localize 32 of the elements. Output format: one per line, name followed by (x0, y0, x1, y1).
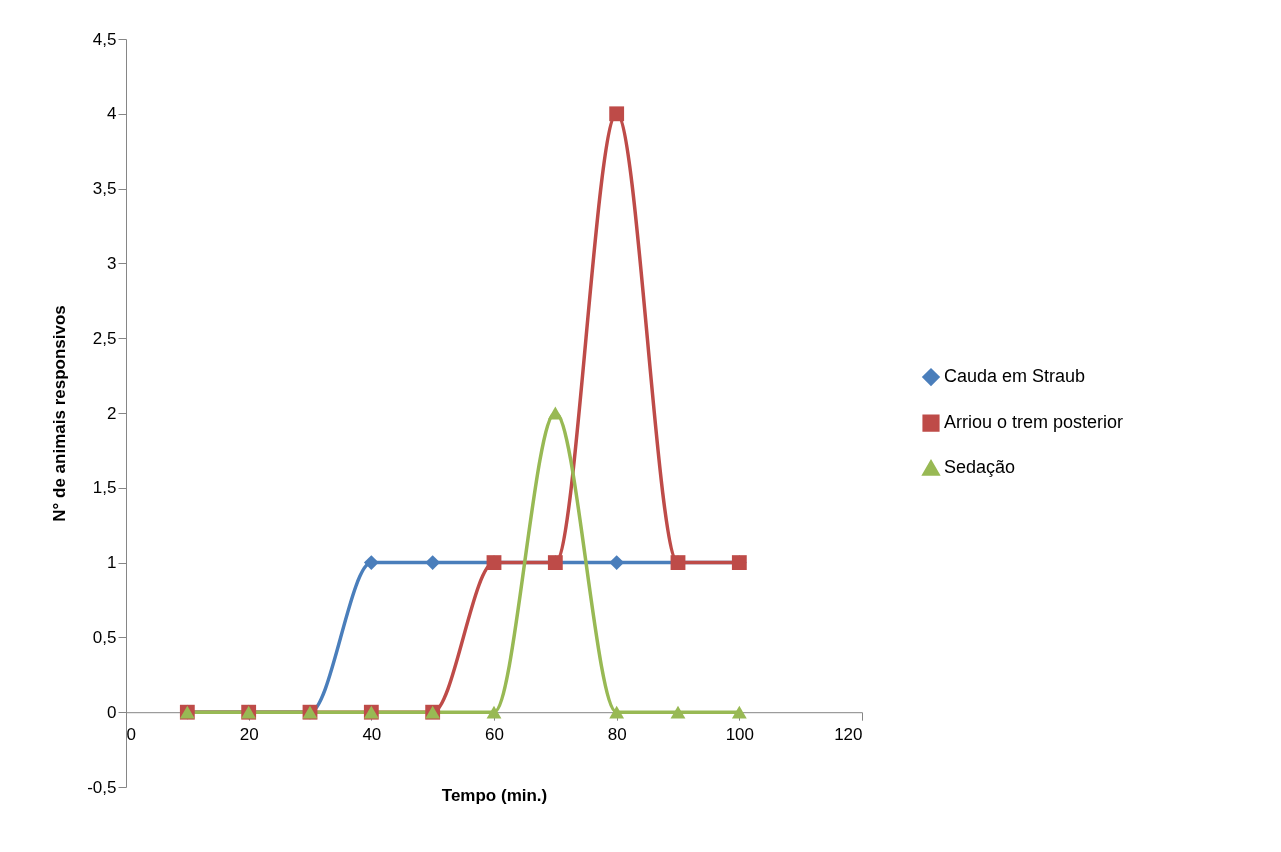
point (609, 555, 625, 571)
x-axis-title: Tempo (min.) (441, 785, 548, 805)
y-tick-label: 0 (107, 702, 117, 722)
y-tick-label: 3,5 (92, 179, 117, 199)
y-tick-label: 2,5 (92, 328, 117, 348)
y-axis-title: N° de animais responsivos (50, 305, 70, 522)
point (609, 106, 625, 122)
point (486, 705, 502, 719)
y-tick-label: 1,5 (92, 478, 117, 498)
x-tick-label: 20 (239, 724, 259, 744)
legend-label: Cauda em Straub (944, 366, 1086, 387)
y-tick-label: 3 (107, 253, 117, 273)
y-tick-label: 1 (107, 553, 117, 573)
x-tick-label: 100 (725, 724, 755, 744)
x-tick-label: 80 (607, 724, 627, 744)
y-tick-label: 4 (107, 104, 117, 124)
x-tick-label: 40 (362, 724, 382, 744)
point (547, 406, 563, 420)
legend-label: Arriou o trem posterior (944, 412, 1124, 433)
x-tick-label: 120 (834, 724, 863, 744)
x-tick-label: 60 (485, 724, 504, 744)
x-tick-label: 0 (126, 724, 136, 744)
y-tick-label: 0,5 (92, 627, 117, 647)
point (425, 555, 441, 571)
y-tick-label: 4,5 (92, 29, 117, 49)
point (363, 555, 379, 571)
y-tick-label: 2 (107, 403, 117, 423)
legend-label: Sedação (944, 457, 1016, 478)
point (731, 705, 747, 719)
y-tick-label: -0,5 (87, 777, 117, 797)
point (609, 705, 625, 719)
point (670, 705, 686, 719)
